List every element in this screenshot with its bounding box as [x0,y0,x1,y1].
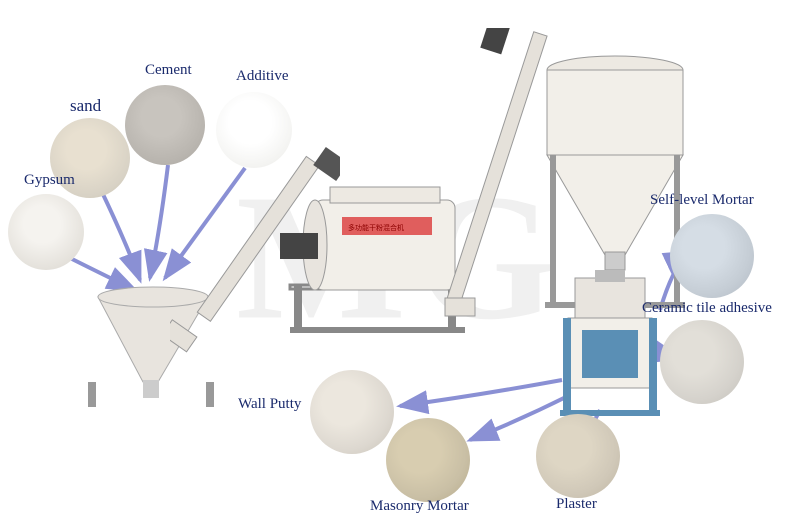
gypsum-label: Gypsum [24,172,75,189]
masonry-mortar-label: Masonry Mortar [370,498,469,515]
plaster-label: Plaster [556,496,597,513]
cement-label: Cement [145,62,192,79]
self-level-thumb [670,214,754,298]
bagging-machine [560,270,670,420]
ceramic-label: Ceramic tile adhesive [642,300,772,317]
gypsum-thumb [8,194,84,270]
wall-putty-thumb [310,370,394,454]
additive-label: Additive [236,68,289,85]
ceramic-thumb [660,320,744,404]
plaster-thumb [536,414,620,498]
svg-text:多功能干粉混合机: 多功能干粉混合机 [348,223,404,232]
masonry-mortar-thumb [386,418,470,502]
wall-putty-label: Wall Putty [238,396,301,413]
self-level-label: Self-level Mortar [650,192,754,209]
sand-label: sand [70,96,101,116]
